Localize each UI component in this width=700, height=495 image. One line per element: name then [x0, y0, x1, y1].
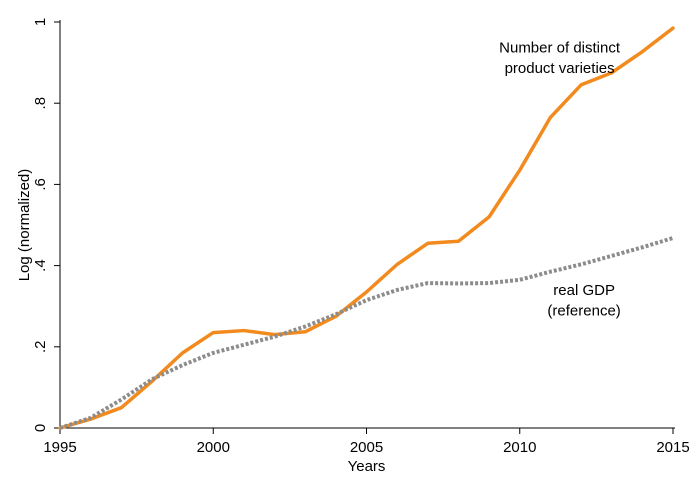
x-tick-label: 2005: [350, 439, 383, 456]
x-tick-label: 2000: [197, 439, 230, 456]
y-tick-label: 0: [32, 424, 49, 432]
y-tick-label: .2: [32, 341, 49, 354]
series-line-0: [58, 26, 675, 430]
series-annotation-1: real GDP: [553, 282, 615, 299]
y-tick-label: .8: [32, 97, 49, 110]
x-tick-label: 2015: [656, 439, 689, 456]
y-axis-title: Log (normalized): [16, 169, 33, 282]
axes: [59, 20, 675, 429]
y-ticks: 0 .2 .4 .6 .8 1: [32, 18, 60, 432]
series-line-1: [59, 236, 674, 430]
series-annotation-1: (reference): [547, 302, 620, 319]
y-tick-label: 1: [32, 18, 49, 26]
x-tick-label: 1995: [43, 439, 76, 456]
series-annotation-0: product varieties: [505, 60, 615, 77]
y-tick-label: .6: [32, 178, 49, 191]
x-axis-title: Years: [348, 458, 386, 475]
x-ticks: 1995 2000 2005 2010 2015: [43, 428, 690, 456]
series-layer: [58, 26, 675, 430]
series-annotation-0: Number of distinct: [499, 40, 621, 57]
y-tick-label: .4: [32, 259, 49, 272]
annotations: Number of distinct product varieties real …: [499, 40, 621, 320]
x-tick-label: 2010: [503, 439, 536, 456]
